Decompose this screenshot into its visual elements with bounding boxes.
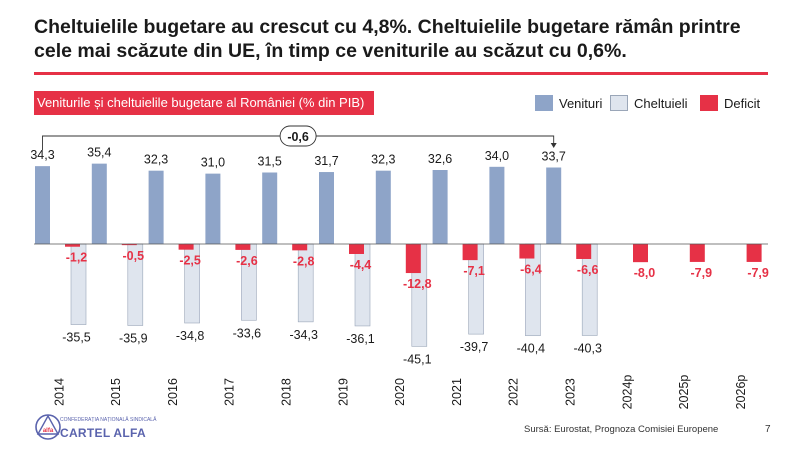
label-deficit-2018: -2,8 [293, 254, 315, 268]
legend-item-cheltuieli: Cheltuieli [610, 94, 687, 112]
annotation-pill [279, 125, 317, 147]
label-venituri-2019: 31,7 [314, 154, 338, 168]
category-label-2015: 2015 [109, 378, 123, 406]
bar-venituri-2018 [262, 172, 278, 244]
label-deficit-2021: -7,1 [463, 264, 485, 278]
label-cheltuieli-2022: -40,4 [517, 342, 546, 356]
category-label-2016: 2016 [166, 378, 180, 406]
label-deficit-2014: -1,2 [66, 251, 88, 265]
category-label-2021: 2021 [450, 378, 464, 406]
label-deficit-2016: -2,5 [179, 254, 201, 268]
page-number: 7 [765, 424, 771, 435]
label-deficit-2025p: -7,9 [691, 266, 713, 280]
label-venituri-2014: 34,3 [30, 148, 54, 162]
category-label-2017: 2017 [223, 378, 237, 406]
category-label-2019: 2019 [336, 378, 350, 406]
label-deficit-2015: -0,5 [123, 249, 145, 263]
label-venituri-2017: 31,0 [201, 156, 225, 170]
logo-wordmark: CARTEL ALFA [60, 426, 146, 440]
label-venituri-2020: 32,3 [371, 153, 395, 167]
annotation-arrow-icon [550, 143, 557, 148]
label-cheltuieli-2023: -40,3 [573, 341, 602, 355]
bar-venituri-2015 [91, 163, 107, 244]
bar-deficit-2025p [689, 244, 705, 262]
category-label-2014: 2014 [52, 378, 66, 406]
legend-label-venituri: Venituri [559, 95, 603, 111]
label-cheltuieli-2018: -34,3 [289, 328, 318, 342]
label-venituri-2016: 32,3 [144, 153, 168, 167]
category-label-2020: 2020 [393, 378, 407, 406]
bar-venituri-2020 [375, 170, 391, 244]
bar-deficit-2026p [746, 244, 762, 262]
legend-swatch-deficit [700, 95, 718, 111]
bar-deficit-2019 [349, 244, 364, 254]
label-deficit-2017: -2,6 [236, 254, 258, 268]
bar-venituri-2017 [205, 173, 221, 244]
legend-label-deficit: Deficit [724, 95, 761, 111]
bar-cheltuieli-2019 [354, 243, 371, 327]
title-divider [34, 72, 768, 75]
bar-venituri-2019 [319, 172, 334, 244]
bar-deficit-2021 [462, 244, 478, 261]
bar-venituri-2023 [546, 167, 562, 244]
legend-item-venituri: Venituri [535, 94, 602, 112]
label-cheltuieli-2021: -39,7 [460, 340, 489, 354]
category-label-2025p: 2025p [677, 375, 691, 410]
label-venituri-2015: 35,4 [87, 146, 111, 160]
bar-deficit-2020 [405, 244, 421, 274]
bar-deficit-2014 [65, 244, 80, 247]
bar-deficit-2015 [121, 244, 137, 246]
legend-label-cheltuieli: Cheltuieli [634, 95, 688, 111]
bar-deficit-2023 [576, 244, 592, 259]
bar-deficit-2022 [519, 244, 535, 259]
category-label-2018: 2018 [279, 378, 293, 406]
category-label-2022: 2022 [507, 378, 521, 406]
label-cheltuieli-2019: -36,1 [346, 332, 375, 346]
label-cheltuieli-2017: -33,6 [233, 326, 262, 340]
label-venituri-2022: 34,0 [485, 149, 509, 163]
bar-venituri-2022 [489, 166, 505, 244]
label-deficit-2020: -12,8 [403, 277, 432, 291]
logo-tagline: CONFEDERAȚIA NAȚIONALĂ SINDICALĂ [60, 417, 157, 423]
category-label-2023: 2023 [563, 378, 577, 406]
headline: Cheltuielile bugetare au crescut cu 4,8%… [34, 16, 741, 62]
bar-venituri-2021 [432, 169, 448, 244]
bar-deficit-2024p [633, 244, 648, 263]
label-cheltuieli-2020: -45,1 [403, 352, 432, 366]
annotation-text: -0,6 [287, 130, 309, 144]
logo-mark-text: alfa [43, 428, 54, 434]
label-deficit-2024p: -8,0 [634, 266, 656, 280]
bar-venituri-2016 [148, 170, 164, 244]
category-label-2024p: 2024p [620, 375, 634, 410]
label-deficit-2019: -4,4 [350, 258, 372, 272]
label-deficit-2022: -6,4 [520, 263, 542, 277]
cartel-alfa-logo-icon: alfa [35, 414, 61, 440]
legend-item-deficit: Deficit [700, 94, 760, 112]
label-venituri-2021: 32,6 [428, 152, 452, 166]
legend-swatch-cheltuieli [610, 95, 628, 111]
category-label-2026p: 2026p [734, 375, 748, 410]
label-deficit-2026p: -7,9 [747, 266, 769, 280]
bar-deficit-2017 [235, 244, 251, 250]
label-venituri-2023: 33,7 [542, 150, 566, 164]
bar-venituri-2014 [35, 166, 50, 244]
label-cheltuieli-2015: -35,9 [119, 331, 148, 345]
source-note: Sursă: Eurostat, Prognoza Comisiei Europ… [524, 424, 719, 435]
bar-deficit-2018 [292, 244, 308, 251]
legend-swatch-venituri [535, 95, 553, 111]
label-deficit-2023: -6,6 [577, 263, 599, 277]
label-venituri-2018: 31,5 [258, 154, 282, 168]
label-cheltuieli-2014: -35,5 [62, 331, 91, 345]
chart-subtitle: Veniturile și cheltuielile bugetare al R… [34, 91, 375, 115]
bar-deficit-2016 [178, 244, 194, 250]
label-cheltuieli-2016: -34,8 [176, 329, 205, 343]
